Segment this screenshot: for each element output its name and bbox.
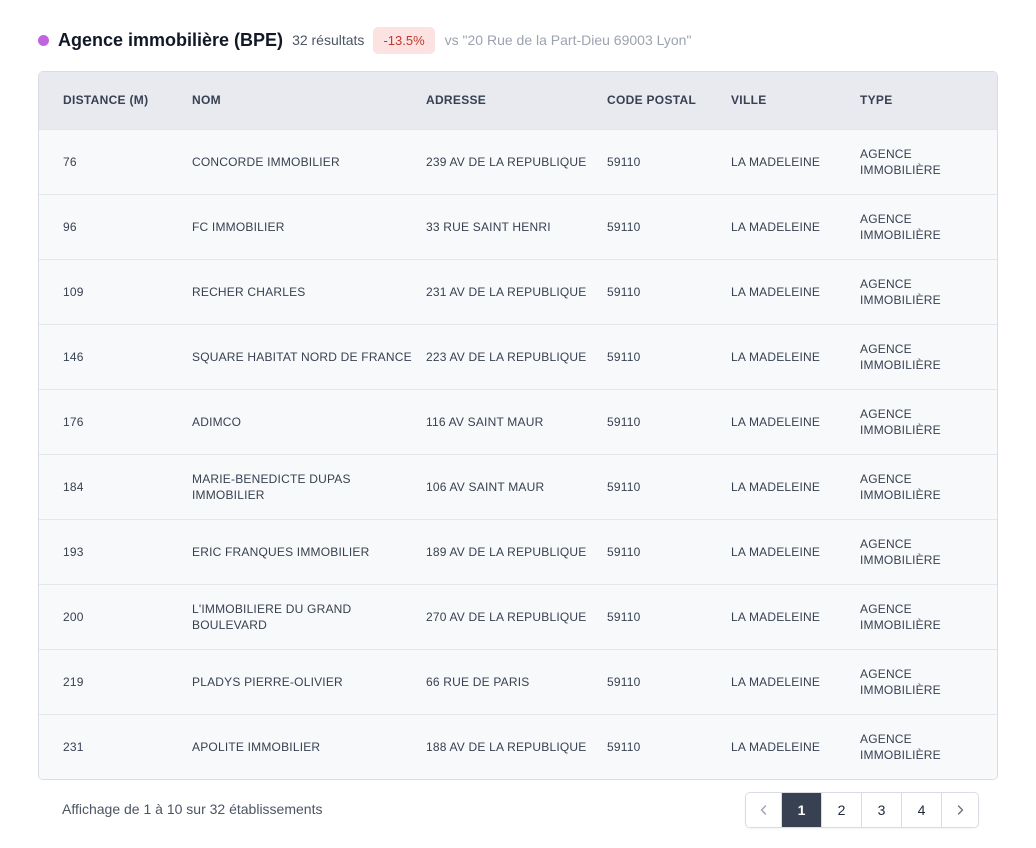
cell-type: Agence immobilière bbox=[860, 211, 941, 242]
cell-type: Agence immobilière bbox=[860, 666, 941, 697]
cell-city: LA MADELEINE bbox=[731, 284, 821, 299]
cell-postal-code: 59110 bbox=[607, 349, 641, 364]
cell-distance: 193 bbox=[63, 544, 84, 559]
cell-city: LA MADELEINE bbox=[731, 219, 821, 234]
cell-distance: 96 bbox=[63, 219, 77, 234]
cell-name: L'IMMOBILIERE DU GRAND BOULEVARD bbox=[192, 601, 352, 632]
column-header-postal-code[interactable]: Code postal bbox=[607, 93, 697, 108]
table-row[interactable]: 184 MARIE-BENEDICTE DUPAS IMMOBILIER 106 A… bbox=[39, 454, 997, 519]
result-count: 32 résultats bbox=[292, 32, 365, 48]
page-button-3[interactable]: 3 bbox=[862, 793, 902, 827]
table-row[interactable]: 231 APOLITE IMMOBILIER 188 AV DE LA REPUBL… bbox=[39, 714, 997, 779]
cell-name: MARIE-BENEDICTE DUPAS IMMOBILIER bbox=[192, 471, 351, 502]
cell-type: Agence immobilière bbox=[860, 731, 941, 762]
cell-city: LA MADELEINE bbox=[731, 544, 821, 559]
cell-address: 189 AV DE LA REPUBLIQUE bbox=[426, 544, 587, 559]
cell-type: Agence immobilière bbox=[860, 146, 941, 177]
cell-distance: 219 bbox=[63, 674, 84, 689]
page-button-2[interactable]: 2 bbox=[822, 793, 862, 827]
table-row[interactable]: 109 RECHER CHARLES 231 AV DE LA REPUBLIQUE… bbox=[39, 259, 997, 324]
cell-distance: 176 bbox=[63, 414, 84, 429]
cell-postal-code: 59110 bbox=[607, 414, 641, 429]
cell-name: APOLITE IMMOBILIER bbox=[192, 739, 321, 754]
cell-city: LA MADELEINE bbox=[731, 154, 821, 169]
table-header-row: Distance (m) Nom Adresse Code postal Vil… bbox=[39, 72, 997, 129]
cell-address: 223 AV DE LA REPUBLIQUE bbox=[426, 349, 587, 364]
pagination-summary: Affichage de 1 à 10 sur 32 établissement… bbox=[62, 801, 323, 817]
table-row[interactable]: 146 SQUARE HABITAT NORD DE FRANCE 223 AV D… bbox=[39, 324, 997, 389]
cell-type: Agence immobilière bbox=[860, 601, 941, 632]
table-row[interactable]: 176 ADIMCO 116 AV SAINT MAUR 59110 LA MADELE… bbox=[39, 389, 997, 454]
cell-type: Agence immobilière bbox=[860, 406, 941, 437]
cell-address: 116 AV SAINT MAUR bbox=[426, 414, 544, 429]
column-header-name[interactable]: Nom bbox=[192, 93, 221, 108]
cell-distance: 231 bbox=[63, 739, 84, 754]
table-row[interactable]: 193 ERIC FRANQUES IMMOBILIER 189 AV DE LA … bbox=[39, 519, 997, 584]
cell-city: LA MADELEINE bbox=[731, 479, 821, 494]
cell-postal-code: 59110 bbox=[607, 284, 641, 299]
comparison-address: vs "20 Rue de la Part-Dieu 69003 Lyon" bbox=[444, 32, 692, 48]
cell-address: 188 AV DE LA REPUBLIQUE bbox=[426, 739, 587, 754]
cell-address: 239 AV DE LA REPUBLIQUE bbox=[426, 154, 587, 169]
table-row[interactable]: 96 FC IMMOBILIER 33 RUE SAINT HENRI 59110 LA… bbox=[39, 194, 997, 259]
section-title: Agence immobilière (BPE) bbox=[58, 29, 284, 50]
cell-type: Agence immobilière bbox=[860, 276, 941, 307]
cell-distance: 184 bbox=[63, 479, 84, 494]
cell-postal-code: 59110 bbox=[607, 609, 641, 624]
table-row[interactable]: 200 L'IMMOBILIERE DU GRAND BOULEVARD 270 A… bbox=[39, 584, 997, 649]
table-row[interactable]: 219 PLADYS PIERRE-OLIVIER 66 RUE DE PARIS 5… bbox=[39, 649, 997, 714]
pagination: 1 2 3 4 bbox=[745, 792, 979, 828]
cell-postal-code: 59110 bbox=[607, 544, 641, 559]
cell-postal-code: 59110 bbox=[607, 154, 641, 169]
delta-badge: -13.5% bbox=[373, 26, 435, 54]
page-button-4[interactable]: 4 bbox=[902, 793, 942, 827]
cell-distance: 146 bbox=[63, 349, 84, 364]
cell-type: Agence immobilière bbox=[860, 536, 941, 567]
cell-address: 66 RUE DE PARIS bbox=[426, 674, 530, 689]
results-header: Agence immobilière (BPE) 32 résultats -1… bbox=[38, 26, 691, 54]
next-page-button[interactable] bbox=[942, 793, 978, 827]
prev-page-button[interactable] bbox=[746, 793, 782, 827]
cell-distance: 109 bbox=[63, 284, 84, 299]
chevron-left-icon bbox=[760, 805, 766, 815]
cell-name: PLADYS PIERRE-OLIVIER bbox=[192, 674, 343, 689]
cell-distance: 76 bbox=[63, 154, 77, 169]
chevron-right-icon bbox=[957, 805, 964, 815]
cell-address: 106 AV SAINT MAUR bbox=[426, 479, 545, 494]
cell-distance: 200 bbox=[63, 609, 84, 624]
table-row[interactable]: 76 CONCORDE IMMOBILIER 239 AV DE LA REPUBL… bbox=[39, 129, 997, 194]
cell-name: RECHER CHARLES bbox=[192, 284, 306, 299]
category-dot bbox=[38, 34, 49, 46]
cell-city: LA MADELEINE bbox=[731, 739, 821, 754]
cell-address: 231 AV DE LA REPUBLIQUE bbox=[426, 284, 587, 299]
cell-postal-code: 59110 bbox=[607, 739, 641, 754]
cell-city: LA MADELEINE bbox=[731, 674, 821, 689]
cell-city: LA MADELEINE bbox=[731, 414, 821, 429]
cell-address: 270 AV DE LA REPUBLIQUE bbox=[426, 609, 587, 624]
cell-city: LA MADELEINE bbox=[731, 609, 821, 624]
cell-type: Agence immobilière bbox=[860, 341, 941, 372]
cell-postal-code: 59110 bbox=[607, 479, 641, 494]
cell-postal-code: 59110 bbox=[607, 674, 641, 689]
column-header-distance[interactable]: Distance (m) bbox=[63, 93, 149, 108]
cell-address: 33 RUE SAINT HENRI bbox=[426, 219, 551, 234]
cell-postal-code: 59110 bbox=[607, 219, 641, 234]
page-button-1[interactable]: 1 bbox=[782, 793, 822, 827]
cell-name: FC IMMOBILIER bbox=[192, 219, 285, 234]
column-header-address[interactable]: Adresse bbox=[426, 93, 487, 108]
cell-city: LA MADELEINE bbox=[731, 349, 821, 364]
column-header-city[interactable]: Ville bbox=[731, 93, 767, 108]
column-header-type[interactable]: Type bbox=[860, 93, 893, 108]
cell-type: Agence immobilière bbox=[860, 471, 941, 502]
cell-name: CONCORDE IMMOBILIER bbox=[192, 154, 340, 169]
cell-name: ADIMCO bbox=[192, 414, 242, 429]
cell-name: ERIC FRANQUES IMMOBILIER bbox=[192, 544, 370, 559]
results-table: Distance (m) Nom Adresse Code postal Vil… bbox=[38, 71, 998, 780]
cell-name: SQUARE HABITAT NORD DE FRANCE bbox=[192, 349, 412, 364]
